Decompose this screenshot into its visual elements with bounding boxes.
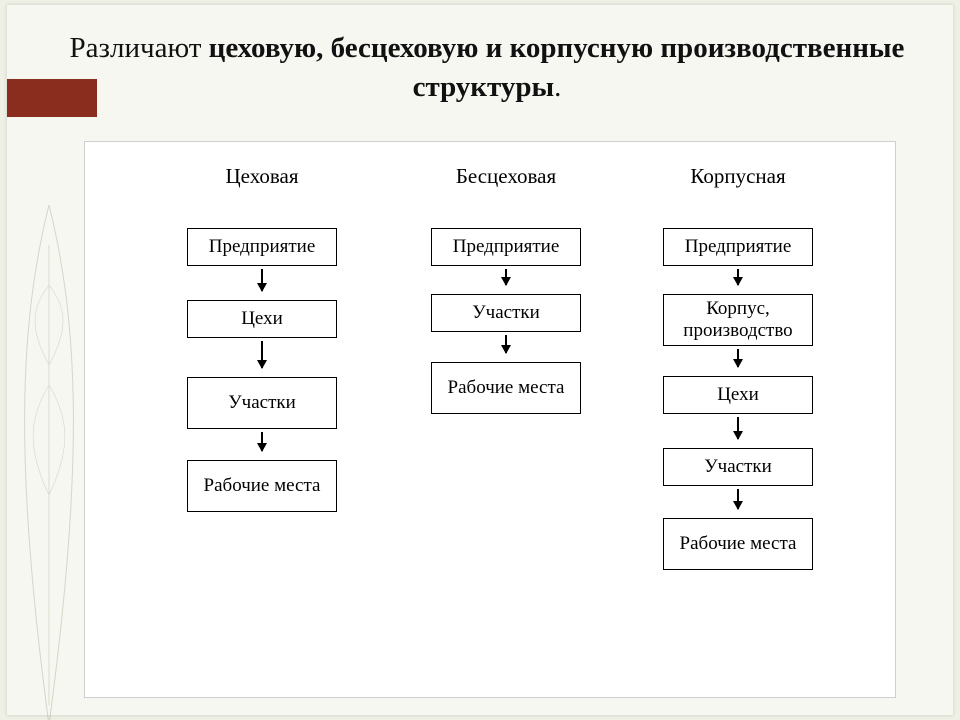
- flow-node: Цехи: [187, 300, 337, 338]
- flow-node: Рабочие места: [663, 518, 813, 570]
- column-title: Корпусная: [603, 164, 873, 189]
- flow-node: Предприятие: [187, 228, 337, 266]
- flow-node: Цехи: [663, 376, 813, 414]
- flow-arrow: [261, 269, 263, 291]
- flow-node: Участки: [187, 377, 337, 429]
- column-col-korpus: Корпусная Предприятие Корпус, производство…: [603, 142, 873, 697]
- column-col-tseh: Цеховая Предприятие Цехи Участки Рабочие мес…: [127, 142, 397, 697]
- flow-arrow: [737, 417, 739, 439]
- column-title: Цеховая: [127, 164, 397, 189]
- flow-arrow: [261, 341, 263, 368]
- flow-arrow: [737, 489, 739, 509]
- title-suffix: .: [554, 71, 561, 103]
- flow-node: Предприятие: [663, 228, 813, 266]
- title-prefix: Различают: [70, 32, 209, 64]
- flow-arrow: [505, 335, 507, 353]
- flow-node: Рабочие места: [187, 460, 337, 512]
- flow-node: Участки: [431, 294, 581, 332]
- diagram-panel: Цеховая Предприятие Цехи Участки Рабочие мес…: [84, 141, 896, 698]
- flow-arrow: [737, 269, 739, 285]
- flow-arrow: [505, 269, 507, 285]
- flow-arrow: [737, 349, 739, 367]
- flow-node: Рабочие места: [431, 362, 581, 414]
- slide-background: Различают цеховую, бесцеховую и корпусну…: [7, 5, 953, 715]
- flow-node: Предприятие: [431, 228, 581, 266]
- slide-title: Различают цеховую, бесцеховую и корпусну…: [57, 29, 917, 107]
- flow-arrow: [261, 432, 263, 451]
- flow-node: Корпус, производство: [663, 294, 813, 346]
- column-title: Бесцеховая: [371, 164, 641, 189]
- column-col-bestseh: Бесцеховая Предприятие Участки Рабочие мест…: [371, 142, 641, 697]
- flow-node: Участки: [663, 448, 813, 486]
- leaf-decoration: [9, 205, 89, 720]
